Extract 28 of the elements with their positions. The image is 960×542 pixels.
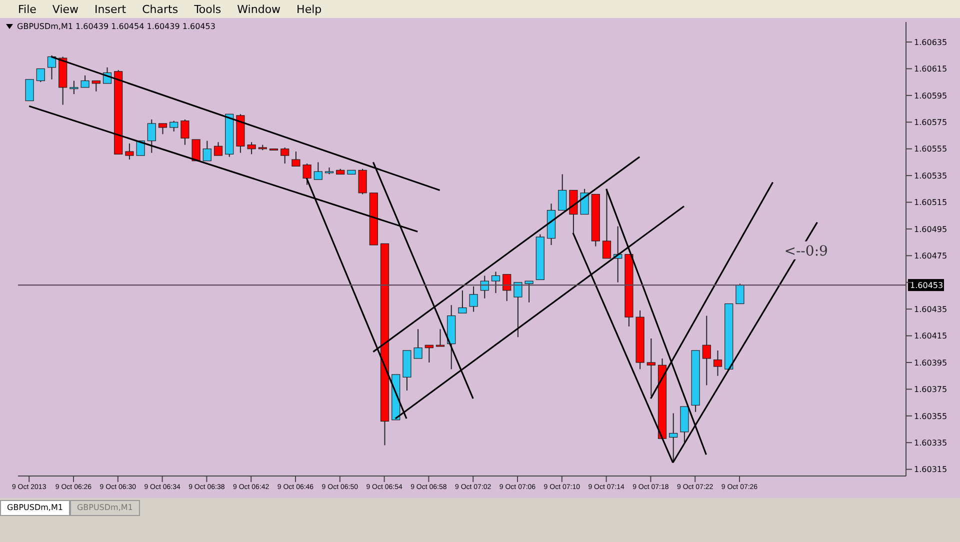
y-tick-label: 1.60575 — [914, 118, 948, 127]
ref-line-label: 1.60453 — [910, 281, 944, 290]
y-tick-label: 1.60535 — [914, 171, 948, 180]
text: GBPUSDm,M1 — [70, 500, 140, 516]
y-tick-label: 1.60335 — [914, 438, 948, 448]
text: Tools — [194, 2, 222, 16]
y-tick-label: 1.60375 — [914, 385, 948, 394]
y-tick-label: 1.60515 — [914, 198, 948, 208]
y-tick-label: 1.60315 — [914, 465, 948, 474]
y-tick-label: 1.60555 — [914, 144, 948, 154]
text: Insert — [94, 2, 126, 16]
y-tick-label: 1.60395 — [914, 358, 948, 368]
text: Window — [237, 2, 281, 16]
text: File — [18, 2, 36, 16]
y-tick-label: 1.60435 — [914, 304, 948, 314]
y-tick-label: 1.60635 — [914, 38, 948, 47]
text: Help — [296, 2, 322, 16]
text: Charts — [142, 2, 178, 16]
y-tick-label: 1.60355 — [914, 412, 948, 421]
text: View — [52, 2, 79, 16]
annotation: <--0:9 — [784, 243, 828, 260]
y-tick-label: 1.60475 — [914, 252, 948, 261]
y-tick-label: 1.60495 — [914, 224, 948, 234]
y-tick-label: 1.60595 — [914, 91, 948, 100]
text: GBPUSDm,M1 — [0, 500, 70, 516]
chart-title: GBPUSDm,M1 1.60439 1.60454 1.60439 1.60453 — [17, 22, 216, 31]
y-tick-label: 1.60615 — [914, 64, 948, 74]
y-tick-label: 1.60415 — [914, 332, 948, 341]
